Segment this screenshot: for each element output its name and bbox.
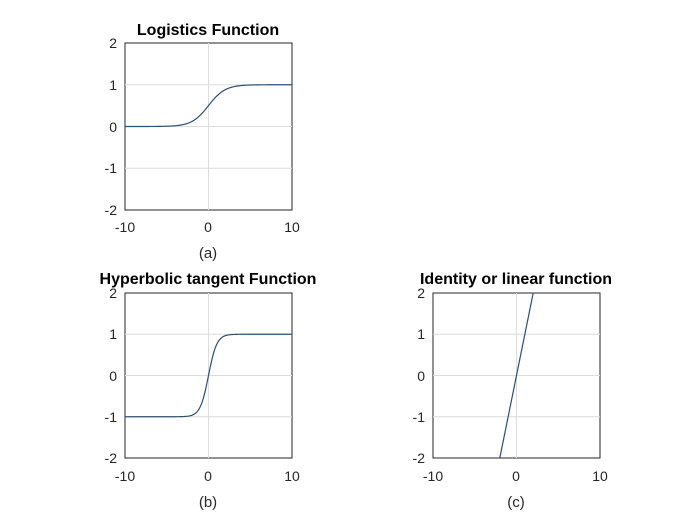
y-tick-label: -1 xyxy=(413,409,426,425)
chart-title: Hyperbolic tangent Function xyxy=(100,271,317,288)
panel-caption: (a) xyxy=(199,245,217,262)
y-tick-label: -2 xyxy=(413,450,426,466)
panel-identity: Identity or linear function 2 1 0 -1 -2 … xyxy=(413,271,612,511)
panel-caption: (c) xyxy=(507,494,525,511)
y-tick-label: 0 xyxy=(109,368,117,384)
x-tick-label: -10 xyxy=(115,219,135,235)
y-tick-label: 2 xyxy=(109,285,117,301)
y-tick-label: -2 xyxy=(105,450,118,466)
y-tick-label: 0 xyxy=(417,368,425,384)
x-tick-label: 0 xyxy=(512,468,520,484)
y-tick-label: -1 xyxy=(105,160,118,176)
y-tick-label: 0 xyxy=(109,119,117,135)
y-tick-label: 1 xyxy=(109,77,117,93)
x-tick-label: 10 xyxy=(284,468,300,484)
x-tick-label: 0 xyxy=(204,468,212,484)
panel-tanh: Hyperbolic tangent Function 2 1 0 -1 -2 … xyxy=(100,271,317,511)
y-tick-label: 2 xyxy=(109,35,117,51)
y-tick-label: -2 xyxy=(105,202,118,218)
series-line xyxy=(499,292,534,459)
series-line xyxy=(125,333,292,418)
x-tick-label: -10 xyxy=(423,468,443,484)
series-line xyxy=(125,84,292,128)
chart-title: Logistics Function xyxy=(137,22,279,39)
x-tick-label: 0 xyxy=(204,219,212,235)
panel-caption: (b) xyxy=(199,494,217,511)
chart-title: Identity or linear function xyxy=(420,271,612,288)
x-tick-label: 10 xyxy=(284,219,300,235)
y-tick-label: 2 xyxy=(417,285,425,301)
x-tick-label: 10 xyxy=(592,468,608,484)
y-tick-label: -1 xyxy=(105,409,118,425)
y-tick-label: 1 xyxy=(417,326,425,342)
panel-logistics: Logistics Function 2 1 0 -1 -2 -10 0 10 … xyxy=(105,22,300,262)
x-tick-label: -10 xyxy=(115,468,135,484)
y-tick-label: 1 xyxy=(109,326,117,342)
